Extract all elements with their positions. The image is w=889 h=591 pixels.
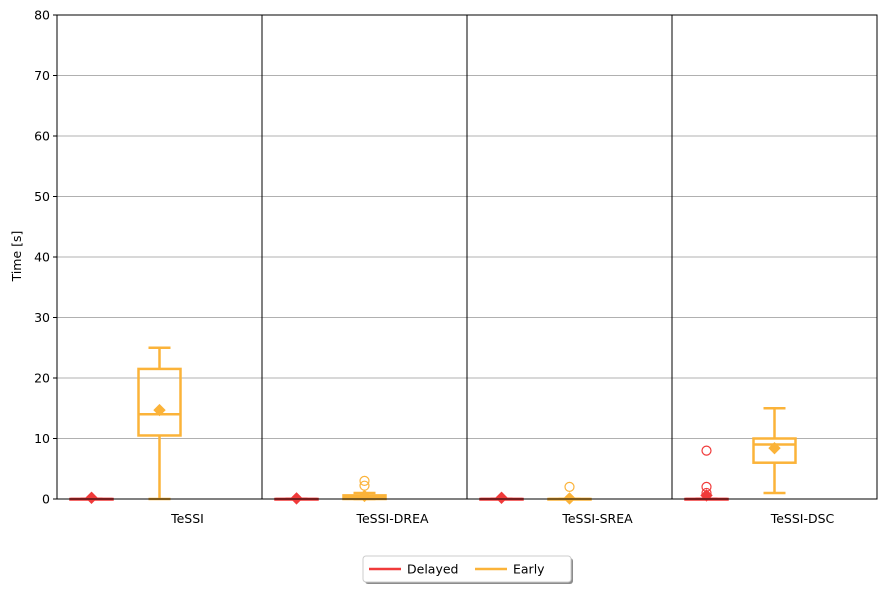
x-category-label: TeSSI xyxy=(170,511,204,526)
outlier-point xyxy=(701,445,712,456)
box-early-0 xyxy=(137,346,182,501)
box-early-1 xyxy=(342,475,387,503)
mean-marker xyxy=(563,492,576,505)
outlier-point xyxy=(359,475,370,486)
x-category-label: TeSSI-SREA xyxy=(561,511,633,526)
box-body xyxy=(137,367,182,437)
y-tick-label: 40 xyxy=(34,250,50,265)
box-early-3 xyxy=(752,407,797,495)
box-delayed-2 xyxy=(479,491,524,504)
mean-marker xyxy=(768,441,781,455)
box-delayed-1 xyxy=(274,492,319,505)
y-tick-label: 20 xyxy=(34,371,50,386)
legend-frame xyxy=(362,555,572,583)
x-category-label: TeSSI-DSC xyxy=(770,511,835,526)
box-delayed-3 xyxy=(684,445,729,502)
outlier-point xyxy=(701,481,712,492)
x-category-label: TeSSI-DREA xyxy=(355,511,428,526)
box-delayed-0 xyxy=(69,491,114,504)
y-tick-label: 0 xyxy=(42,492,50,507)
y-tick-label: 70 xyxy=(34,68,50,83)
mean-marker xyxy=(153,403,166,417)
mean-marker xyxy=(290,492,303,505)
outlier-point xyxy=(564,481,575,492)
legend: Delayed Early xyxy=(362,555,573,584)
outlier-point xyxy=(359,480,370,491)
box-early-2 xyxy=(547,481,592,505)
legend-label-delayed: Delayed xyxy=(407,562,458,577)
mean-marker xyxy=(700,489,713,502)
mean-marker xyxy=(85,491,98,504)
legend-label-early: Early xyxy=(513,562,545,577)
box-body xyxy=(752,437,797,464)
y-tick-label: 50 xyxy=(34,189,50,204)
mean-marker xyxy=(495,491,508,504)
y-tick-label: 80 xyxy=(34,8,50,23)
outlier-point xyxy=(701,487,712,499)
y-tick-label: 30 xyxy=(34,310,50,325)
y-tick-label: 60 xyxy=(34,129,50,144)
plot-frame xyxy=(56,14,878,500)
y-tick-label: 10 xyxy=(34,431,50,446)
y-axis-title: Time [s] xyxy=(9,231,24,283)
